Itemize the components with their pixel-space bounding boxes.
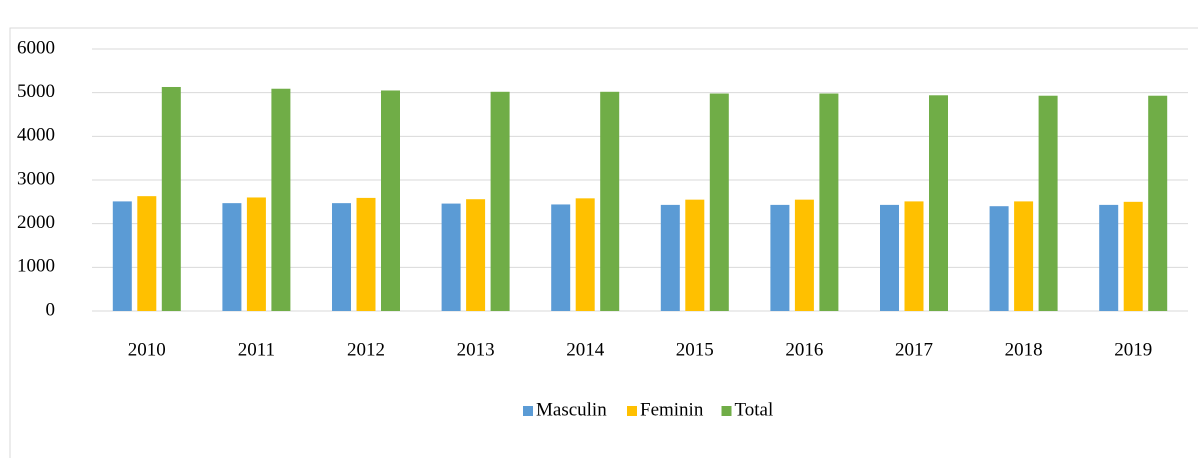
x-tick-label: 2012	[347, 339, 385, 360]
bar	[137, 196, 157, 311]
bar	[880, 204, 899, 311]
bar	[685, 199, 705, 311]
bar	[466, 199, 486, 311]
bar	[1148, 95, 1168, 312]
x-tick-label: 2014	[566, 339, 605, 360]
y-tick-label: 3000	[17, 168, 55, 189]
legend-swatch	[627, 406, 637, 416]
y-tick-label: 5000	[17, 81, 55, 102]
legend-swatch	[721, 406, 732, 416]
bar	[161, 86, 181, 312]
bar	[271, 88, 291, 311]
y-tick-label: 4000	[17, 125, 55, 146]
x-tick-label: 2015	[676, 339, 714, 360]
bar	[660, 204, 680, 311]
y-tick-label: 2000	[17, 212, 55, 233]
bar	[356, 197, 376, 311]
bar	[929, 95, 948, 311]
y-tick-label: 6000	[17, 37, 55, 58]
y-tick-label: 0	[46, 299, 56, 320]
bar	[332, 203, 351, 311]
bar	[381, 90, 400, 311]
bar	[794, 199, 814, 311]
bar	[770, 204, 790, 311]
bar	[1038, 95, 1058, 312]
bar	[989, 206, 1009, 311]
legend-label: Masculin	[536, 399, 607, 420]
x-tick-label: 2019	[1114, 339, 1152, 360]
x-tick-label: 2010	[128, 339, 166, 360]
bar	[709, 93, 729, 311]
x-tick-label: 2016	[785, 339, 823, 360]
legend-swatch	[523, 406, 533, 416]
bar	[904, 201, 924, 311]
bar	[551, 204, 571, 311]
x-tick-label: 2013	[457, 339, 495, 360]
bar	[1099, 204, 1119, 311]
x-tick-label: 2011	[238, 339, 275, 360]
chart-frame	[9, 27, 1198, 458]
bar	[222, 203, 242, 311]
bar	[575, 198, 595, 311]
bar	[600, 91, 620, 311]
bar	[441, 203, 461, 311]
x-tick-label: 2018	[1005, 339, 1043, 360]
bar	[112, 201, 132, 311]
bar	[819, 93, 839, 311]
legend-label: Feminin	[640, 399, 704, 420]
bar	[246, 197, 266, 311]
bar	[1123, 201, 1143, 311]
y-tick-label: 1000	[17, 256, 55, 277]
bar	[490, 91, 510, 311]
legend-label: Total	[735, 399, 774, 420]
bar	[1014, 201, 1034, 311]
x-tick-label: 2017	[895, 339, 933, 360]
